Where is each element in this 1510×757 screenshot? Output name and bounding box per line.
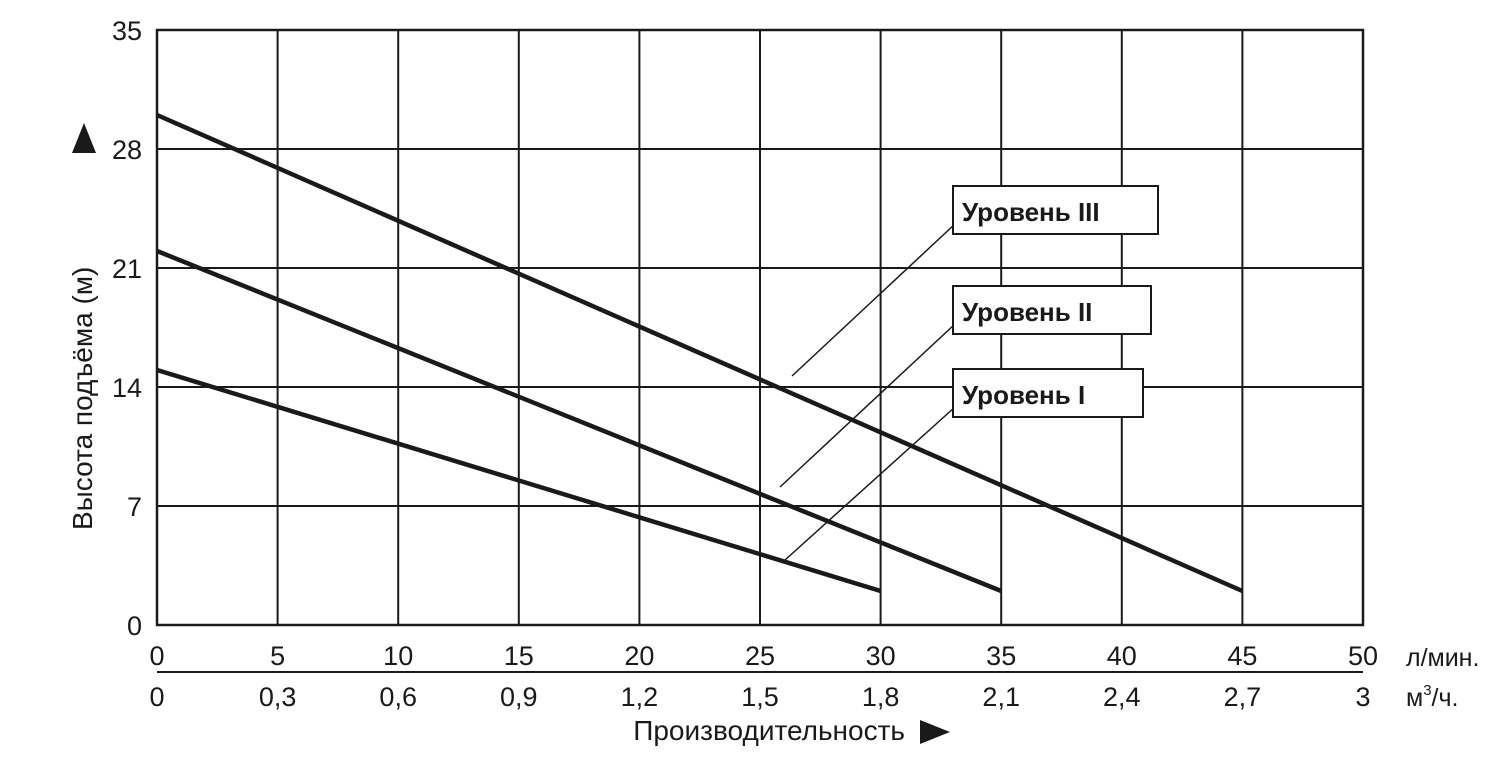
y-tick-label: 21 <box>112 254 142 284</box>
x-unit-secondary-sup: 3 <box>1423 682 1431 699</box>
x-unit-primary: л/мин. <box>1406 644 1479 672</box>
x-tick-label: 35 <box>986 641 1016 671</box>
x-secondary-tick-label: 0,9 <box>500 682 538 712</box>
y-tick-label: 0 <box>127 611 142 641</box>
plot-frame <box>155 28 1365 627</box>
x-secondary-tick-label: 3 <box>1355 682 1370 712</box>
x-tick-label: 10 <box>383 641 413 671</box>
x-unit-secondary-base: м <box>1406 684 1423 712</box>
x-unit-secondary-tail: /ч. <box>1432 684 1459 712</box>
x-tick-label: 50 <box>1348 641 1378 671</box>
callout-leader-line <box>791 223 956 377</box>
callout-leader-line <box>784 406 956 561</box>
x-axis-title: Производительность <box>633 715 905 746</box>
x-tick-label: 30 <box>866 641 896 671</box>
callout-box <box>952 285 1152 335</box>
y-tick-label: 14 <box>112 373 142 403</box>
callout-leader-line <box>779 323 956 488</box>
series-line <box>156 367 882 594</box>
y-tick-label: 35 <box>112 16 142 46</box>
x-tick-label: 45 <box>1227 641 1257 671</box>
x-secondary-tick-label: 2,4 <box>1103 682 1141 712</box>
x-secondary-tick-label: 0,6 <box>379 682 417 712</box>
callout-box <box>952 185 1159 235</box>
x-secondary-tick-label: 1,5 <box>741 682 779 712</box>
series-label: Уровень II <box>962 297 1092 327</box>
series-label: Уровень I <box>962 380 1085 410</box>
x-tick-label: 40 <box>1107 641 1137 671</box>
x-tick-label: 15 <box>504 641 534 671</box>
x-secondary-tick-label: 1,2 <box>621 682 659 712</box>
x-tick-label: 25 <box>745 641 775 671</box>
callout-box <box>952 368 1144 418</box>
y-axis-title: Высота подъёма (м) <box>67 267 98 530</box>
series-line <box>156 112 1244 594</box>
x-tick-label: 0 <box>149 641 164 671</box>
series-line <box>156 248 1003 594</box>
x-secondary-tick-label: 0 <box>149 682 164 712</box>
y-tick-label: 7 <box>127 492 142 522</box>
x-secondary-tick-label: 2,7 <box>1224 682 1262 712</box>
x-secondary-tick-label: 1,8 <box>862 682 900 712</box>
x-tick-label: 5 <box>270 641 285 671</box>
x-axis-arrow-icon <box>920 720 950 744</box>
y-axis-arrow-icon <box>72 123 96 153</box>
y-tick-label: 28 <box>112 135 142 165</box>
x-tick-label: 20 <box>624 641 654 671</box>
x-secondary-tick-label: 2,1 <box>982 682 1020 712</box>
series-label: Уровень III <box>962 197 1100 227</box>
x-secondary-tick-label: 0,3 <box>259 682 297 712</box>
x-unit-secondary: м3/ч. <box>1406 682 1458 712</box>
